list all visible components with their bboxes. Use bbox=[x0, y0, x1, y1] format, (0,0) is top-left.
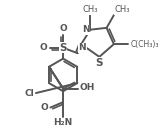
Text: C(CH₃)₃: C(CH₃)₃ bbox=[131, 40, 160, 49]
Text: N: N bbox=[79, 43, 86, 52]
Text: CH₃: CH₃ bbox=[115, 5, 130, 14]
Text: O: O bbox=[41, 103, 49, 112]
Text: S: S bbox=[96, 58, 103, 68]
Text: O: O bbox=[59, 24, 67, 33]
Text: S: S bbox=[59, 43, 67, 53]
Text: H₂N: H₂N bbox=[53, 118, 73, 127]
Text: O: O bbox=[39, 43, 47, 52]
Text: OH: OH bbox=[79, 83, 95, 92]
Text: N: N bbox=[82, 25, 89, 34]
Text: Cl: Cl bbox=[24, 89, 34, 98]
Text: CH₃: CH₃ bbox=[82, 5, 98, 14]
